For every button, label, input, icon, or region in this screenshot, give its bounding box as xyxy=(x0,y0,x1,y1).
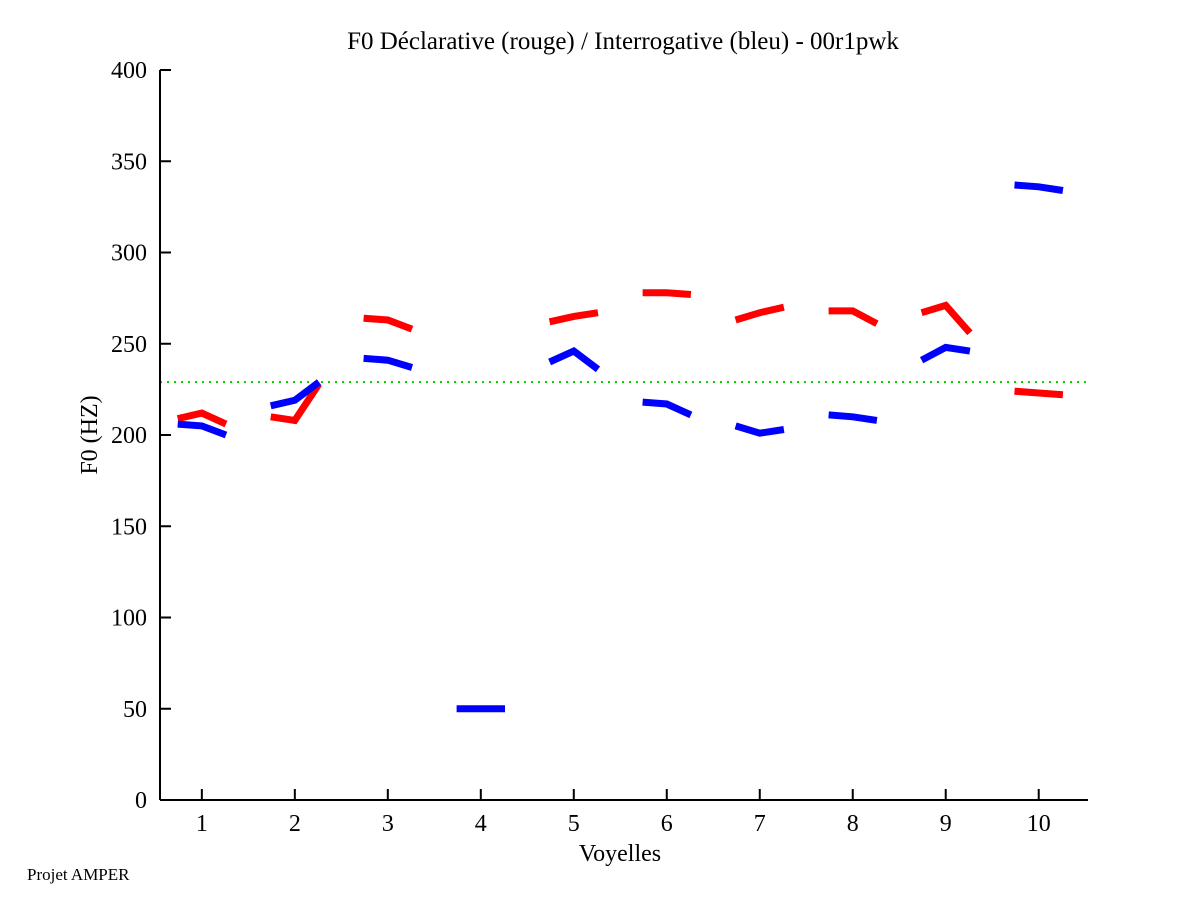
series-segment-1 xyxy=(177,420,228,439)
y-tick-label: 0 xyxy=(135,788,147,814)
y-tick-label: 250 xyxy=(111,332,147,358)
series-segment-1 xyxy=(734,422,785,437)
x-tick-label: 2 xyxy=(289,811,301,837)
y-tick-label: 350 xyxy=(111,149,147,175)
y-tick-label: 200 xyxy=(111,423,147,449)
series-segment-0 xyxy=(363,314,414,333)
y-tick-label: 100 xyxy=(111,606,147,632)
series-segment-1 xyxy=(919,343,971,364)
series-segment-0 xyxy=(642,289,692,298)
x-tick-label: 10 xyxy=(1027,811,1051,837)
series-segment-1 xyxy=(828,411,878,424)
series-segment-1 xyxy=(642,398,693,419)
y-tick-label: 300 xyxy=(111,241,147,267)
x-tick-label: 8 xyxy=(847,811,859,837)
x-axis-label: Voyelles xyxy=(579,841,661,867)
series-segment-0 xyxy=(548,309,599,326)
series-segment-0 xyxy=(920,301,973,336)
y-tick-label: 50 xyxy=(123,697,147,723)
project-label: Projet AMPER xyxy=(27,865,130,884)
series-segment-1 xyxy=(363,354,414,371)
series-segment-1 xyxy=(1014,181,1064,194)
x-tick-label: 1 xyxy=(196,811,208,837)
y-tick-label: 150 xyxy=(111,514,147,540)
x-tick-label: 3 xyxy=(382,811,394,837)
series-segment-1 xyxy=(548,347,601,373)
series-segment-0 xyxy=(176,409,228,428)
series-segment-0 xyxy=(734,303,785,324)
y-tick-label: 400 xyxy=(111,58,147,84)
chart-title: F0 Déclarative (rouge) / Interrogative (… xyxy=(347,28,899,55)
x-tick-label: 9 xyxy=(940,811,952,837)
x-tick-label: 6 xyxy=(661,811,673,837)
series-segment-0 xyxy=(270,381,322,425)
plot-area: 0 50 100 150 200 250 300 350 400 1 2 3 4 5 6 7 8 9 10 xyxy=(111,58,1088,837)
series-segment-1 xyxy=(269,379,322,410)
x-tick-label: 7 xyxy=(754,811,766,837)
series-segment-0 xyxy=(1014,387,1064,399)
x-tick-label: 5 xyxy=(568,811,580,837)
y-axis-label: F0 (HZ) xyxy=(77,395,103,474)
x-tick-label: 4 xyxy=(475,811,487,837)
series-segment-0 xyxy=(828,307,879,327)
